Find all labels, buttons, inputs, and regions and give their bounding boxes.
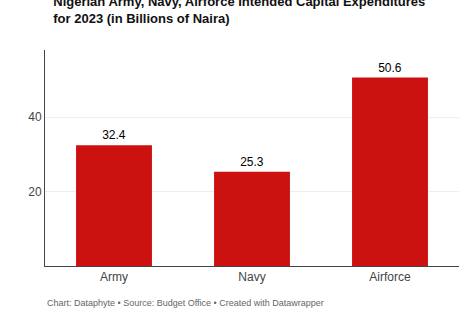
svg-text:50.6: 50.6 <box>378 61 402 75</box>
svg-text:Chart: Dataphyte • Source: Bud: Chart: Dataphyte • Source: Budget Office… <box>47 298 324 308</box>
svg-text:Army: Army <box>100 270 128 284</box>
svg-text:40: 40 <box>28 110 42 124</box>
svg-text:Nigerian Army, Navy, Airforce: Nigerian Army, Navy, Airforce Intended C… <box>53 0 425 26</box>
svg-text:Airforce: Airforce <box>369 270 411 284</box>
svg-text:25.3: 25.3 <box>240 155 264 169</box>
svg-text:32.4: 32.4 <box>102 128 126 142</box>
svg-text:20: 20 <box>28 185 42 199</box>
svg-text:Navy: Navy <box>238 270 265 284</box>
